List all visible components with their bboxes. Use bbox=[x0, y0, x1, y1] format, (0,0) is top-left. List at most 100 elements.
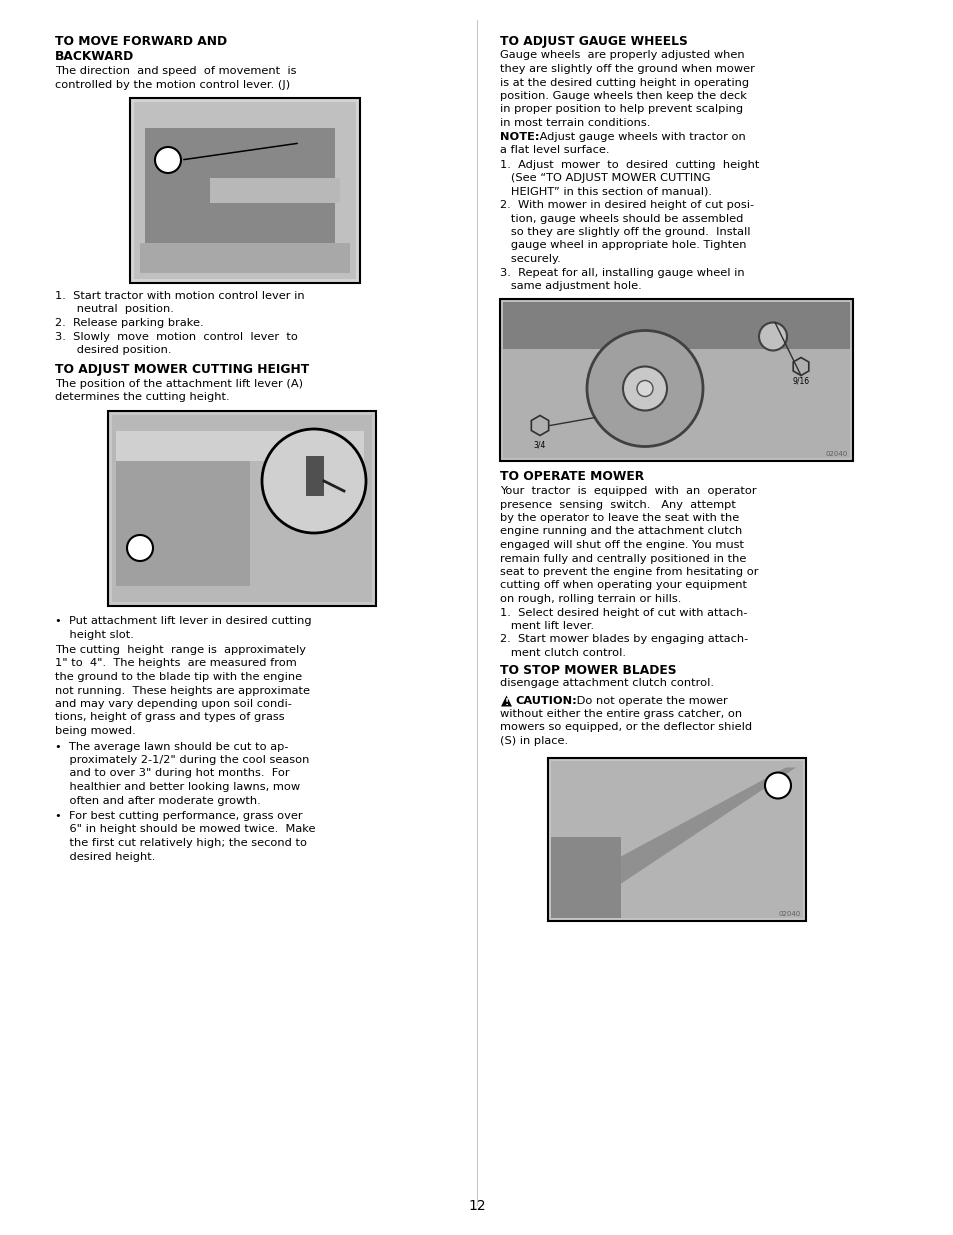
Text: controlled by the motion control lever. (J): controlled by the motion control lever. … bbox=[55, 79, 290, 89]
Text: CAUTION:: CAUTION: bbox=[515, 695, 577, 705]
Text: 12: 12 bbox=[468, 1199, 485, 1213]
Text: on rough, rolling terrain or hills.: on rough, rolling terrain or hills. bbox=[499, 594, 680, 604]
Circle shape bbox=[764, 773, 790, 799]
Polygon shape bbox=[500, 695, 512, 706]
Text: TO MOVE FORWARD AND: TO MOVE FORWARD AND bbox=[55, 35, 227, 48]
Text: is at the desired cutting height in operating: is at the desired cutting height in oper… bbox=[499, 78, 748, 88]
FancyBboxPatch shape bbox=[551, 836, 620, 918]
Text: proximately 2-1/2" during the cool season: proximately 2-1/2" during the cool seaso… bbox=[55, 755, 309, 764]
Circle shape bbox=[262, 429, 366, 534]
Text: 3.  Slowly  move  motion  control  lever  to: 3. Slowly move motion control lever to bbox=[55, 331, 297, 342]
Text: 3.  Repeat for all, installing gauge wheel in: 3. Repeat for all, installing gauge whee… bbox=[499, 268, 744, 278]
Text: a flat level surface.: a flat level surface. bbox=[499, 144, 609, 156]
Text: and may vary depending upon soil condi-: and may vary depending upon soil condi- bbox=[55, 699, 292, 709]
Text: ment lift lever.: ment lift lever. bbox=[499, 621, 594, 631]
Text: and to over 3" during hot months.  For: and to over 3" during hot months. For bbox=[55, 768, 290, 778]
Text: Adjust gauge wheels with tractor on: Adjust gauge wheels with tractor on bbox=[536, 131, 745, 142]
Text: Gauge wheels  are properly adjusted when: Gauge wheels are properly adjusted when bbox=[499, 51, 744, 61]
Text: 9/16: 9/16 bbox=[792, 377, 809, 385]
Text: in proper position to help prevent scalping: in proper position to help prevent scalp… bbox=[499, 105, 742, 115]
Text: position. Gauge wheels then keep the deck: position. Gauge wheels then keep the dec… bbox=[499, 91, 746, 101]
Text: •  The average lawn should be cut to ap-: • The average lawn should be cut to ap- bbox=[55, 741, 288, 752]
Text: tion, gauge wheels should be assembled: tion, gauge wheels should be assembled bbox=[499, 214, 742, 224]
Text: BACKWARD: BACKWARD bbox=[55, 49, 134, 63]
FancyBboxPatch shape bbox=[210, 178, 339, 203]
Text: (S) in place.: (S) in place. bbox=[499, 736, 568, 746]
Text: 02040: 02040 bbox=[778, 911, 801, 918]
Text: being mowed.: being mowed. bbox=[55, 726, 135, 736]
Text: cutting off when operating your equipment: cutting off when operating your equipmen… bbox=[499, 580, 746, 590]
Text: presence  sensing  switch.   Any  attempt: presence sensing switch. Any attempt bbox=[499, 499, 735, 510]
Text: 2.  With mower in desired height of cut posi-: 2. With mower in desired height of cut p… bbox=[499, 200, 753, 210]
FancyBboxPatch shape bbox=[499, 299, 852, 461]
Text: NOTE:: NOTE: bbox=[499, 131, 539, 142]
Text: height slot.: height slot. bbox=[55, 630, 133, 640]
Text: the first cut relatively high; the second to: the first cut relatively high; the secon… bbox=[55, 839, 307, 848]
FancyBboxPatch shape bbox=[145, 128, 335, 258]
FancyBboxPatch shape bbox=[140, 243, 350, 273]
Circle shape bbox=[154, 147, 181, 173]
Text: J: J bbox=[166, 149, 170, 163]
Text: tions, height of grass and types of grass: tions, height of grass and types of gras… bbox=[55, 713, 284, 722]
Text: TO STOP MOWER BLADES: TO STOP MOWER BLADES bbox=[499, 663, 676, 677]
FancyBboxPatch shape bbox=[108, 411, 375, 606]
Text: without either the entire grass catcher, on: without either the entire grass catcher,… bbox=[499, 709, 741, 719]
FancyBboxPatch shape bbox=[116, 431, 250, 585]
Text: determines the cutting height.: determines the cutting height. bbox=[55, 393, 230, 403]
FancyBboxPatch shape bbox=[116, 431, 364, 461]
FancyBboxPatch shape bbox=[547, 757, 805, 920]
Text: gauge wheel in appropriate hole. Tighten: gauge wheel in appropriate hole. Tighten bbox=[499, 241, 745, 251]
Text: The position of the attachment lift lever (A): The position of the attachment lift leve… bbox=[55, 379, 303, 389]
Text: 1.  Select desired height of cut with attach-: 1. Select desired height of cut with att… bbox=[499, 608, 747, 618]
Text: (See “TO ADJUST MOWER CUTTING: (See “TO ADJUST MOWER CUTTING bbox=[499, 173, 710, 183]
Text: TO ADJUST MOWER CUTTING HEIGHT: TO ADJUST MOWER CUTTING HEIGHT bbox=[55, 363, 309, 377]
Text: 6" in height should be mowed twice.  Make: 6" in height should be mowed twice. Make bbox=[55, 825, 315, 835]
Text: 02040: 02040 bbox=[825, 452, 847, 457]
Circle shape bbox=[622, 367, 666, 410]
Text: 1.  Adjust  mower  to  desired  cutting  height: 1. Adjust mower to desired cutting heigh… bbox=[499, 159, 759, 169]
Text: disengage attachment clutch control.: disengage attachment clutch control. bbox=[499, 678, 713, 688]
Text: HEIGHT” in this section of manual).: HEIGHT” in this section of manual). bbox=[499, 186, 711, 196]
Text: desired height.: desired height. bbox=[55, 851, 155, 862]
Text: 3/4: 3/4 bbox=[534, 441, 546, 450]
Text: 2.  Start mower blades by engaging attach-: 2. Start mower blades by engaging attach… bbox=[499, 635, 747, 645]
Text: 2.  Release parking brake.: 2. Release parking brake. bbox=[55, 317, 203, 329]
Text: •  For best cutting performance, grass over: • For best cutting performance, grass ov… bbox=[55, 811, 302, 821]
FancyBboxPatch shape bbox=[306, 456, 324, 496]
Text: in most terrain conditions.: in most terrain conditions. bbox=[499, 119, 650, 128]
Text: The direction  and speed  of movement  is: The direction and speed of movement is bbox=[55, 65, 296, 77]
Text: !: ! bbox=[504, 698, 508, 708]
Text: Your  tractor  is  equipped  with  an  operator: Your tractor is equipped with an operato… bbox=[499, 487, 756, 496]
Text: remain fully and centrally positioned in the: remain fully and centrally positioned in… bbox=[499, 553, 745, 563]
Text: TO ADJUST GAUGE WHEELS: TO ADJUST GAUGE WHEELS bbox=[499, 35, 687, 48]
FancyBboxPatch shape bbox=[133, 103, 355, 279]
Text: The cutting  height  range is  approximately: The cutting height range is approximatel… bbox=[55, 645, 306, 655]
Text: the ground to the blade tip with the engine: the ground to the blade tip with the eng… bbox=[55, 672, 302, 682]
Circle shape bbox=[586, 331, 702, 447]
Polygon shape bbox=[558, 767, 795, 905]
Text: desired position.: desired position. bbox=[55, 345, 172, 354]
FancyBboxPatch shape bbox=[551, 761, 802, 918]
Text: engine running and the attachment clutch: engine running and the attachment clutch bbox=[499, 526, 741, 536]
Circle shape bbox=[637, 380, 652, 396]
FancyBboxPatch shape bbox=[130, 98, 359, 283]
Text: they are slightly off the ground when mower: they are slightly off the ground when mo… bbox=[499, 64, 754, 74]
Text: seat to prevent the engine from hesitating or: seat to prevent the engine from hesitati… bbox=[499, 567, 758, 577]
FancyBboxPatch shape bbox=[502, 301, 849, 348]
Text: often and after moderate growth.: often and after moderate growth. bbox=[55, 795, 260, 805]
Text: •  Put attachment lift lever in desired cutting: • Put attachment lift lever in desired c… bbox=[55, 616, 312, 626]
FancyBboxPatch shape bbox=[502, 301, 849, 457]
Text: Do not operate the mower: Do not operate the mower bbox=[573, 695, 727, 705]
Text: S: S bbox=[773, 776, 781, 788]
Text: same adjustment hole.: same adjustment hole. bbox=[499, 282, 641, 291]
Text: by the operator to leave the seat with the: by the operator to leave the seat with t… bbox=[499, 513, 739, 522]
Text: not running.  These heights are approximate: not running. These heights are approxima… bbox=[55, 685, 310, 695]
Text: mowers so equipped, or the deflector shield: mowers so equipped, or the deflector shi… bbox=[499, 722, 751, 732]
Text: engaged will shut off the engine. You must: engaged will shut off the engine. You mu… bbox=[499, 540, 743, 550]
Circle shape bbox=[127, 535, 152, 561]
Text: securely.: securely. bbox=[499, 254, 560, 264]
Text: healthier and better looking lawns, mow: healthier and better looking lawns, mow bbox=[55, 782, 300, 792]
Circle shape bbox=[759, 322, 786, 351]
Text: so they are slightly off the ground.  Install: so they are slightly off the ground. Ins… bbox=[499, 227, 750, 237]
Text: ment clutch control.: ment clutch control. bbox=[499, 648, 625, 658]
